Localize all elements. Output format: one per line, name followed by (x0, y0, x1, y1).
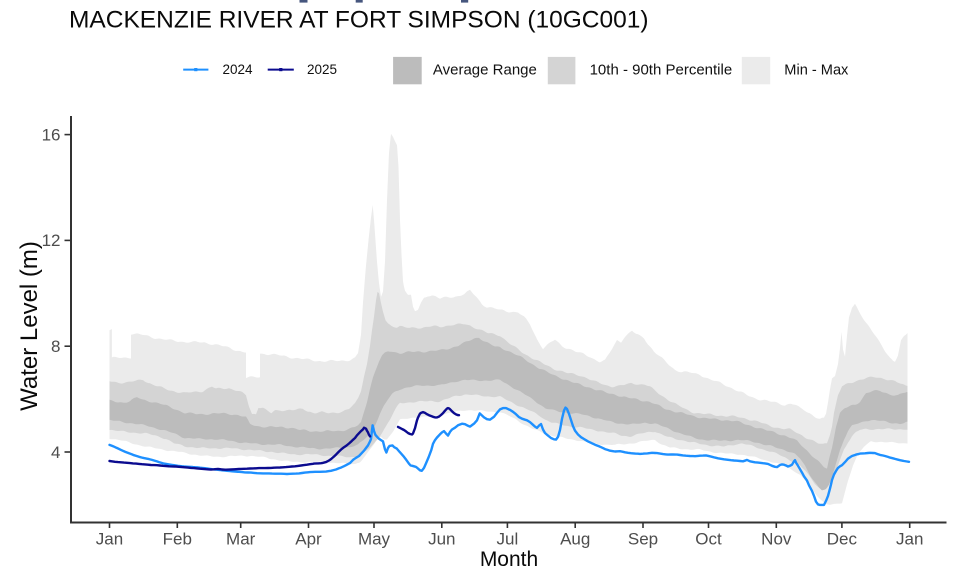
svg-text:Feb: Feb (163, 530, 192, 549)
svg-text:Aug: Aug (560, 530, 590, 549)
svg-text:Water Level (m): Water Level (m) (16, 241, 43, 411)
svg-text:Dec: Dec (827, 530, 858, 549)
svg-text:Jul: Jul (497, 530, 519, 549)
svg-text:Sep: Sep (628, 530, 658, 549)
svg-text:8: 8 (51, 337, 60, 356)
svg-text:Jan: Jan (896, 530, 923, 549)
svg-text:16: 16 (42, 125, 61, 144)
svg-text:Apr: Apr (295, 530, 322, 549)
svg-text:May: May (358, 530, 391, 549)
svg-text:2025: 2025 (307, 62, 337, 77)
svg-text:Average Range: Average Range (433, 61, 537, 78)
svg-text:2024: 2024 (223, 62, 254, 77)
svg-text:4: 4 (51, 443, 60, 462)
svg-text:Oct: Oct (695, 530, 722, 549)
svg-text:Min - Max: Min - Max (784, 62, 849, 78)
svg-text:Jan: Jan (96, 530, 123, 549)
svg-text:Month: Month (480, 548, 538, 571)
svg-text:10th - 90th Percentile: 10th - 90th Percentile (590, 61, 733, 78)
svg-text:Jun: Jun (428, 530, 455, 549)
svg-text:12: 12 (42, 231, 61, 250)
svg-text:Mar: Mar (226, 530, 256, 549)
svg-text:Nov: Nov (761, 530, 792, 549)
svg-text:MACKENZIE RIVER AT FORT SIMPSO: MACKENZIE RIVER AT FORT SIMPSON (10GC001… (69, 7, 649, 34)
